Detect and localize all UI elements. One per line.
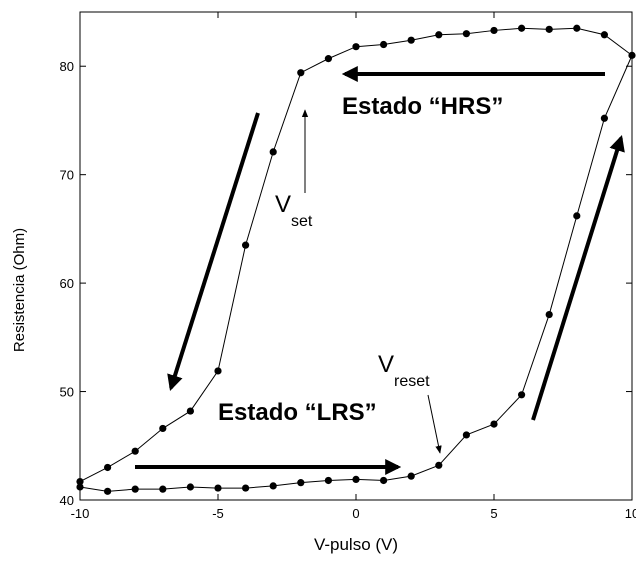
data-point (76, 477, 84, 486)
annotation: Vset (275, 191, 313, 230)
data-point (490, 26, 498, 35)
data-point (490, 420, 498, 428)
x-tick-label: 10 (625, 506, 636, 521)
annotation-sub: reset (394, 373, 430, 390)
y-tick-label: 60 (60, 276, 74, 291)
data-point (518, 391, 526, 399)
data-point (352, 43, 360, 51)
x-tick-label: -5 (212, 506, 224, 521)
data-point (462, 30, 470, 38)
y-tick-label: 50 (60, 385, 74, 400)
data-point (214, 367, 222, 375)
data-point (186, 483, 194, 491)
data-point (186, 407, 194, 415)
data-point (628, 51, 636, 59)
y-tick-label: 40 (60, 493, 74, 508)
data-point (407, 472, 415, 480)
data-point (573, 24, 581, 32)
annotation: Estado “LRS” (218, 399, 377, 426)
data-point (435, 31, 443, 39)
data-point (380, 40, 388, 49)
data-point (131, 447, 139, 455)
y-tick-label: 70 (60, 168, 74, 183)
arrow (531, 134, 625, 421)
data-point (435, 461, 443, 469)
annotation: Estado “HRS” (342, 93, 503, 120)
data-point (407, 36, 415, 44)
data-point (518, 24, 526, 32)
data-point (131, 485, 139, 493)
x-tick-label: 5 (490, 506, 497, 521)
x-tick-label: -10 (71, 506, 90, 521)
data-point (545, 25, 553, 33)
data-point (104, 487, 112, 495)
data-point (380, 476, 388, 485)
data-point (545, 310, 553, 319)
data-point (573, 212, 581, 220)
data-point (600, 31, 609, 39)
annotation-main: V (378, 351, 394, 378)
data-point (76, 483, 84, 491)
data-point (242, 484, 250, 492)
data-point (269, 482, 277, 490)
data-point (269, 148, 277, 156)
data-point (462, 431, 470, 439)
data-point (600, 114, 609, 122)
data-point (214, 484, 222, 492)
data-point (104, 463, 112, 472)
data-point (297, 69, 305, 77)
data-point (242, 241, 250, 249)
y-axis-label: Resistencia (Ohm) (11, 228, 28, 352)
data-point (324, 55, 332, 63)
data-point (297, 479, 305, 487)
arrow (427, 394, 442, 454)
data-point (352, 475, 360, 483)
x-tick-label: 0 (352, 506, 359, 521)
annotation: Vreset (378, 351, 430, 390)
annotation-main: V (275, 191, 291, 218)
x-axis-label: V-pulso (V) (314, 535, 398, 554)
y-tick-label: 80 (60, 59, 74, 74)
data-point (324, 476, 332, 485)
data-point (159, 424, 167, 433)
annotation-sub: set (291, 213, 313, 230)
arrow (167, 112, 260, 392)
data-point (159, 485, 167, 493)
